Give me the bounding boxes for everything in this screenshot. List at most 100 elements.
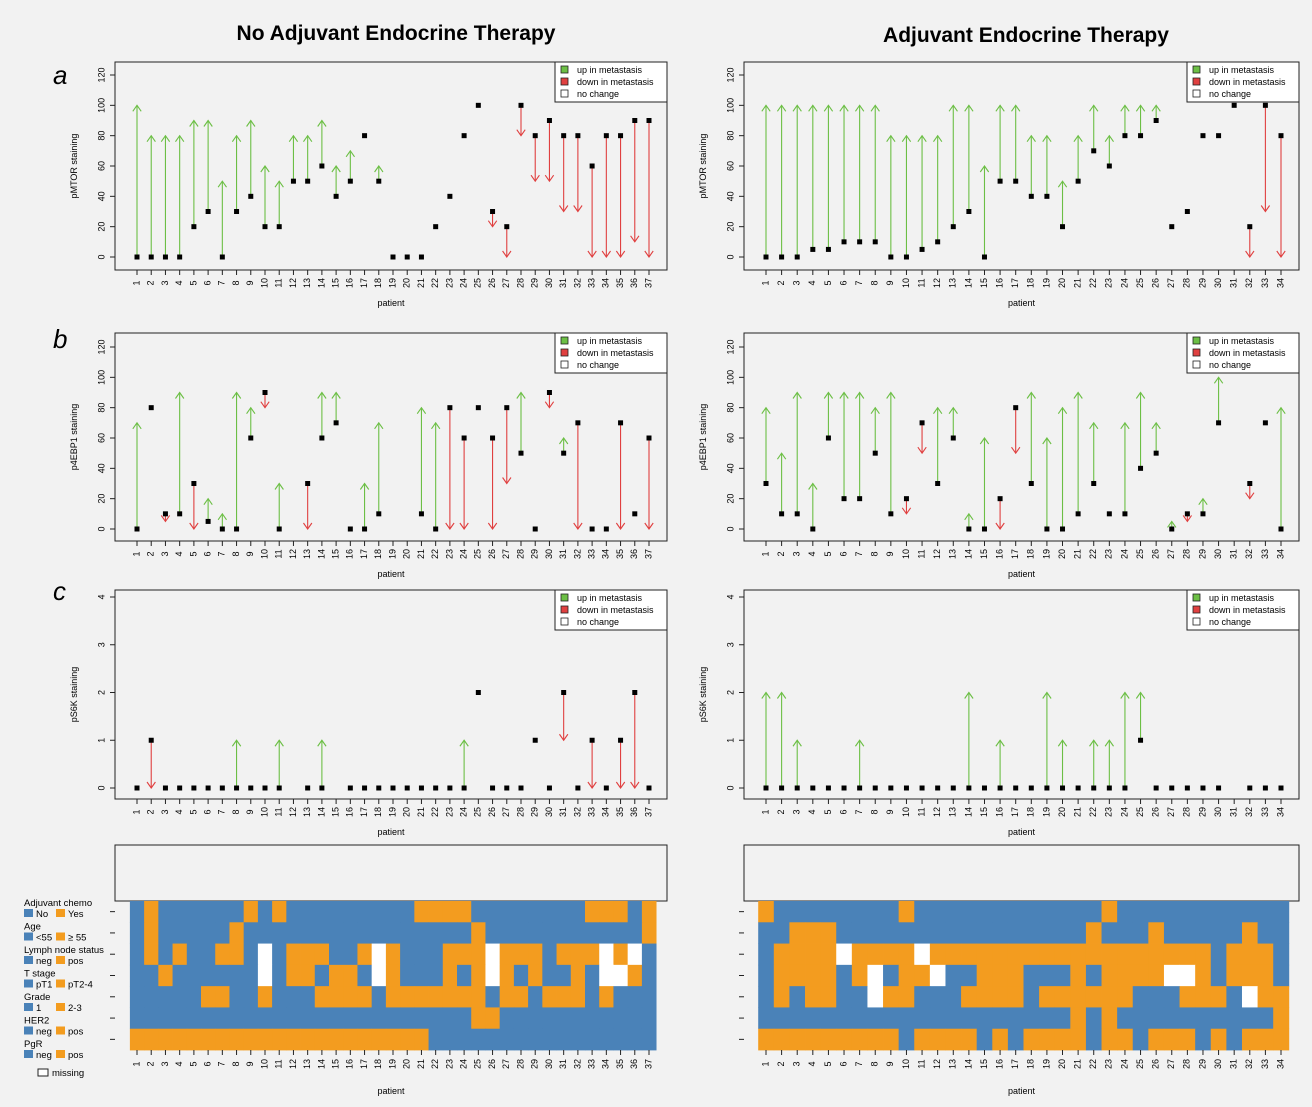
arrow-patient-23-head: [1104, 134, 1114, 142]
heatmap-cell: [172, 986, 188, 1008]
heatmap-cell: [961, 964, 978, 987]
heatmap-cell: [1132, 964, 1149, 987]
x-tick-label: 5: [823, 809, 833, 814]
heatmap-cell: [1195, 901, 1212, 923]
arrow-patient-2-head: [776, 452, 787, 460]
marker-patient-14: [319, 785, 325, 791]
arrow-patient-13-head: [303, 522, 313, 530]
y-tick-label: 80: [96, 131, 106, 141]
x-tick-label: 27: [1166, 278, 1176, 288]
heatmap-cell: [867, 986, 884, 1008]
marker-patient-28: [1184, 785, 1190, 791]
arrow-patient-18-head: [1026, 134, 1036, 142]
heatmap-cell: [1070, 943, 1087, 966]
marker-patient-7: [857, 496, 863, 502]
marker-patient-33: [1262, 420, 1268, 426]
heatmap-cell: [1210, 943, 1227, 966]
marker-patient-33: [1262, 785, 1268, 791]
heatmap-cell: [992, 922, 1009, 944]
heatmap-cell: [1085, 1028, 1102, 1051]
heatmap-cell: [229, 1007, 245, 1030]
marker-patient-10: [903, 254, 909, 260]
heatmap-cell: [613, 1028, 629, 1051]
heatmap-cell: [1226, 943, 1243, 966]
arrow-patient-15-head: [979, 437, 990, 445]
marker-patient-34: [603, 133, 609, 139]
heatmap-cell: [585, 943, 600, 966]
heatmap-cell: [883, 964, 900, 987]
heatmap-cell: [485, 922, 501, 944]
arrow-patient-31-head: [559, 437, 569, 445]
marker-patient-32: [575, 420, 581, 426]
heatmap-cell: [286, 964, 301, 987]
x-tick-label: 19: [1041, 278, 1051, 288]
arrow-patient-31-head: [559, 733, 569, 742]
heatmap-cell: [820, 901, 837, 923]
x-tick-label: 6: [838, 280, 848, 285]
heatmap-cell: [1070, 986, 1087, 1008]
heatmap-cell: [457, 922, 472, 944]
arrow-patient-37-head: [644, 250, 654, 258]
heatmap-cell: [914, 1007, 931, 1030]
x-tick-label: 26: [487, 807, 497, 817]
heatmap-cell: [1163, 922, 1180, 944]
marker-patient-11: [919, 420, 925, 426]
x-tick-label: 2: [146, 1061, 156, 1066]
heatmap-cell: [1132, 1007, 1149, 1030]
arrow-patient-26-head: [487, 522, 498, 530]
arrow-patient-18-head: [374, 421, 384, 430]
x-tick-label: 5: [188, 280, 198, 285]
heatmap-cell: [499, 964, 515, 987]
x-axis-label: patient: [1008, 569, 1036, 579]
heatmap-cell: [836, 1028, 853, 1051]
y-tick-label: 100: [96, 370, 106, 385]
x-tick-label: 24: [1119, 1059, 1129, 1069]
y-tick-label: 100: [96, 98, 106, 113]
heatmap-cell: [945, 1007, 962, 1030]
marker-patient-10: [903, 496, 909, 502]
x-tick-label: 17: [359, 807, 369, 817]
heatmap-cell: [144, 1028, 159, 1051]
heatmap-legend-b: pT2-4: [68, 980, 93, 991]
heatmap-cell: [1257, 964, 1274, 987]
arrow-patient-24-head: [1120, 691, 1130, 699]
heatmap-cell: [1023, 922, 1040, 944]
heatmap-cell: [758, 964, 775, 987]
heatmap-cell: [1117, 901, 1134, 923]
heatmap-cell: [1007, 986, 1024, 1008]
heatmap-cell: [442, 922, 458, 944]
heatmap-cell: [158, 901, 173, 923]
heatmap-cell: [805, 922, 822, 944]
heatmap-cell: [556, 964, 572, 987]
x-tick-label: 15: [979, 1059, 989, 1069]
heatmap-cell: [513, 1007, 529, 1030]
x-tick-label: 36: [629, 1059, 639, 1069]
marker-patient-33: [589, 526, 595, 532]
heatmap-legend-title: Adjuvant chemo: [24, 898, 92, 909]
marker-patient-18: [376, 511, 382, 517]
marker-patient-21: [418, 785, 424, 791]
heatmap-cell: [272, 922, 287, 944]
legend-swatch-down: [560, 605, 569, 614]
arrow-patient-3-head: [160, 134, 171, 142]
heatmap-cell: [499, 986, 515, 1008]
arrow-patient-2-head: [776, 104, 787, 112]
x-tick-label: 23: [1104, 807, 1114, 817]
heatmap-cell: [144, 922, 159, 944]
x-tick-label: 8: [870, 551, 880, 556]
heatmap-cell: [272, 1028, 287, 1051]
marker-patient-25: [475, 405, 481, 411]
heatmap-cell: [1163, 1007, 1180, 1030]
x-tick-label: 27: [501, 278, 511, 288]
marker-patient-2: [148, 737, 154, 743]
marker-patient-29: [532, 133, 538, 139]
arrow-patient-1-head: [761, 691, 771, 699]
marker-patient-22: [433, 224, 439, 230]
arrow-patient-17-head: [1011, 446, 1021, 455]
x-tick-label: 37: [643, 807, 653, 817]
heatmap-cell: [585, 1028, 600, 1051]
heatmap-cell: [229, 964, 245, 987]
marker-patient-14: [966, 209, 972, 214]
heatmap-cell: [542, 986, 557, 1008]
arrow-patient-12-head: [933, 134, 943, 142]
